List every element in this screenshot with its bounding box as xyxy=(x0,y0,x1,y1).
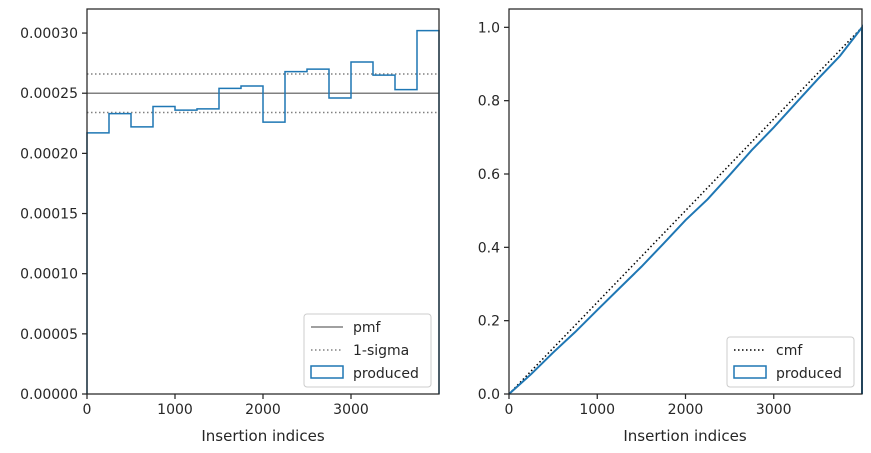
left-legend: pmf 1-sigma produced xyxy=(303,313,432,388)
y-tick-label: 0.4 xyxy=(478,240,500,256)
right-legend: cmf produced xyxy=(726,336,855,388)
legend-produced-swatch-right xyxy=(733,365,767,379)
y-tick-label: 0.00005 xyxy=(20,327,78,343)
produced-cumulative-line xyxy=(508,24,863,395)
y-tick-label: 0.00010 xyxy=(20,267,78,283)
panel-pmf-histogram: 0 1000 2000 3000 0.000000.000050.000100.000… xyxy=(20,8,440,445)
legend-produced-label-right: produced xyxy=(776,366,842,382)
y-tick-label: 0.0 xyxy=(478,387,500,403)
right-plot-content xyxy=(508,24,863,395)
y-tick-label: 0.6 xyxy=(478,167,500,183)
x-tick-label: 1000 xyxy=(579,402,615,418)
x-tick-label: 1000 xyxy=(157,402,193,418)
panel-cmf-line: 0 1000 2000 3000 0.0 0.2 0.4 0.6 0.8 1.0 Inserti… xyxy=(478,8,863,445)
x-tick-label: 2000 xyxy=(245,402,281,418)
x-tick-label: 0 xyxy=(505,402,514,418)
y-tick-label: 0.00025 xyxy=(20,86,78,102)
legend-pmf-label: pmf xyxy=(353,320,382,336)
left-plot-content xyxy=(86,29,440,394)
right-axes-frame xyxy=(508,8,863,395)
right-x-axis-label: Insertion indices xyxy=(623,427,746,445)
left-x-ticks: 0 1000 2000 3000 xyxy=(83,394,369,418)
legend-cmf-label: cmf xyxy=(776,343,803,359)
right-y-ticks: 0.0 0.2 0.4 0.6 0.8 1.0 xyxy=(478,20,509,403)
left-y-ticks: 0.00000 0.00005 0.00010 0.00015 0.00020 0.000… xyxy=(20,26,87,403)
x-tick-label: 3000 xyxy=(756,402,792,418)
x-tick-label: 3000 xyxy=(333,402,369,418)
cmf-line xyxy=(508,26,863,395)
y-tick-label: 0.2 xyxy=(478,314,500,330)
y-tick-label: 0.00000 xyxy=(20,387,78,403)
right-x-ticks: 0 1000 2000 3000 xyxy=(505,394,792,418)
y-tick-label: 0.00020 xyxy=(20,146,78,162)
x-tick-label: 0 xyxy=(83,402,92,418)
y-tick-label: 0.00015 xyxy=(20,207,78,223)
y-tick-label: 0.8 xyxy=(478,94,500,110)
legend-produced-label-left: produced xyxy=(353,366,419,382)
left-x-axis-label: Insertion indices xyxy=(201,427,324,445)
produced-step-histogram xyxy=(86,29,440,394)
y-tick-label: 1.0 xyxy=(478,20,500,36)
legend-sigma-label: 1-sigma xyxy=(353,343,409,359)
y-tick-label: 0.00030 xyxy=(20,26,78,42)
x-tick-label: 2000 xyxy=(668,402,704,418)
left-legend-box xyxy=(303,313,432,388)
legend-produced-swatch-left xyxy=(310,365,344,379)
